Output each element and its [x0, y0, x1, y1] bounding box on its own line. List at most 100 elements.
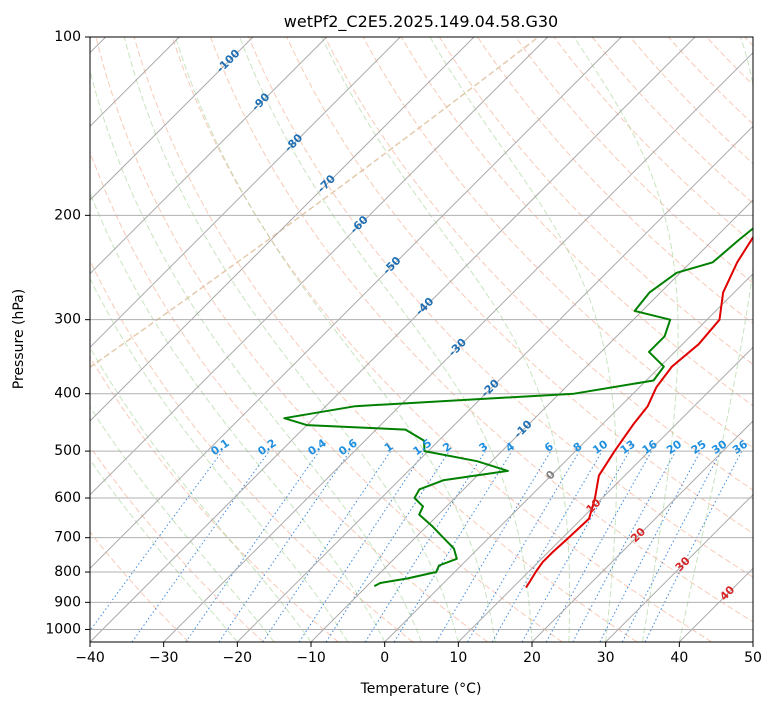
- x-tick-label: 10: [449, 650, 467, 666]
- moist-adiabat: [429, 37, 617, 642]
- mixing-ratio-line: [131, 450, 270, 642]
- isotherm-line: [90, 37, 696, 642]
- mixing-ratio-label: 1.5: [411, 436, 434, 458]
- y-tick-label: 600: [54, 490, 81, 506]
- reference-curve: [90, 37, 539, 369]
- mixing-ratio-line: [393, 450, 513, 642]
- x-axis-label: Temperature (°C): [360, 681, 482, 697]
- x-tick-label: −20: [223, 650, 253, 666]
- dry-adiabat: [438, 37, 753, 365]
- dry-adiabat: [553, 37, 753, 244]
- isotherm-label: -50: [380, 254, 403, 277]
- mixing-ratio-label: 0.1: [208, 436, 231, 458]
- moist-adiabat: [239, 37, 533, 642]
- x-tick-label: −10: [296, 650, 326, 666]
- moist-adiabat: [123, 37, 459, 642]
- isotherm-line: [90, 37, 328, 275]
- moist-adiabat: [90, 68, 422, 642]
- mixing-ratio-label: 0.2: [255, 436, 278, 458]
- y-tick-label: 1000: [45, 621, 81, 637]
- mixing-ratio-label: 16: [640, 437, 660, 457]
- y-tick-label: 500: [54, 443, 81, 459]
- dry-adiabat: [706, 37, 753, 86]
- y-tick-label: 800: [54, 564, 81, 580]
- y-axis-label: Pressure (hPa): [11, 289, 27, 389]
- isotherm-line: [678, 567, 753, 642]
- mixing-ratio-line: [521, 450, 630, 642]
- isotherm-label: -80: [282, 131, 305, 154]
- series-layer: [283, 227, 753, 589]
- isotherm-label: -30: [446, 336, 469, 359]
- mixing-ratio-line: [185, 450, 320, 642]
- moist-adiabat: [90, 405, 275, 642]
- x-tick-label: 50: [744, 650, 762, 666]
- mixing-ratio-line: [298, 450, 425, 642]
- isotherm-line: [457, 346, 753, 642]
- x-tick-label: 0: [380, 650, 389, 666]
- y-tick-label: 700: [54, 530, 81, 546]
- x-tick-label: −40: [75, 650, 105, 666]
- mixing-ratio-line: [644, 450, 743, 642]
- dry-adiabat: [400, 37, 753, 407]
- moist-adiabat: [175, 37, 496, 642]
- y-axis: 1000 900 800 700 600 500 400 300 200 100: [45, 29, 90, 637]
- isotherm-line: [310, 199, 753, 642]
- isotherm-line: [90, 37, 622, 570]
- dry-adiabat: [591, 37, 753, 204]
- dry-adiabat: [210, 37, 753, 623]
- moist-adiabat: [90, 277, 349, 642]
- profile-line: [283, 227, 753, 587]
- isotherm-line: [384, 272, 753, 642]
- x-axis: −40 −30 −20 −10 0 10 20 30 40 50: [75, 642, 762, 666]
- mixing-ratio-label: 13: [618, 438, 638, 457]
- dry-adiabat: [90, 531, 190, 642]
- mixing-ratio-line: [218, 450, 351, 642]
- mixing-ratio-line: [262, 450, 392, 642]
- isotherm-line: [90, 37, 254, 201]
- mixing-ratio-label: 0.6: [336, 436, 360, 458]
- isotherm-label: 0: [543, 468, 558, 483]
- dry-adiabat: [668, 37, 753, 125]
- mixing-ratio-line: [90, 450, 223, 632]
- isotherm-line: [605, 493, 753, 642]
- x-tick-label: 30: [597, 650, 615, 666]
- dry-adiabat: [90, 445, 264, 642]
- dry-adiabat: [629, 37, 753, 165]
- isotherm-line: [90, 37, 549, 496]
- isotherm-label: 10: [584, 496, 604, 516]
- profile-line: [525, 235, 753, 589]
- moist-adiabat: [90, 191, 386, 642]
- dry-adiabat: [95, 37, 563, 642]
- isotherm-label: -60: [348, 213, 371, 236]
- mixing-ratio-line: [325, 450, 450, 642]
- isotherm-line: [90, 37, 475, 422]
- x-tick-label: 40: [670, 650, 688, 666]
- grid-lines: [90, 37, 753, 642]
- mixing-ratio-line: [572, 450, 677, 642]
- mixing-ratio-label: 0.4: [305, 436, 329, 458]
- moist-adiabat: [678, 37, 753, 642]
- plot-frame: [89, 36, 754, 643]
- moist-adiabat: [90, 458, 238, 642]
- x-tick-label: −30: [149, 650, 179, 666]
- dry-adiabat: [133, 37, 638, 642]
- isotherm-line: [752, 641, 753, 642]
- isotherm-line: [236, 125, 753, 642]
- isotherm-line: [163, 51, 753, 642]
- y-tick-label: 300: [54, 312, 81, 328]
- mixing-ratio-label: 4: [503, 440, 517, 455]
- plot-area: -100-90-80-70-60-50-40-30-20-10010203040…: [90, 37, 753, 642]
- y-tick-label: 200: [54, 207, 81, 223]
- mixing-ratio-label: 1: [382, 440, 396, 455]
- dry-adiabat: [477, 37, 753, 325]
- mixing-ratio-label: 30: [709, 437, 729, 457]
- moist-adiabat: [573, 37, 679, 642]
- y-tick-label: 900: [54, 594, 81, 610]
- x-tick-label: 20: [523, 650, 541, 666]
- isotherm-line: [90, 37, 401, 349]
- background-lines: [90, 37, 753, 642]
- mixing-ratio-label: 20: [664, 437, 684, 457]
- y-tick-label: 400: [54, 386, 81, 402]
- dry-adiabat: [90, 150, 488, 642]
